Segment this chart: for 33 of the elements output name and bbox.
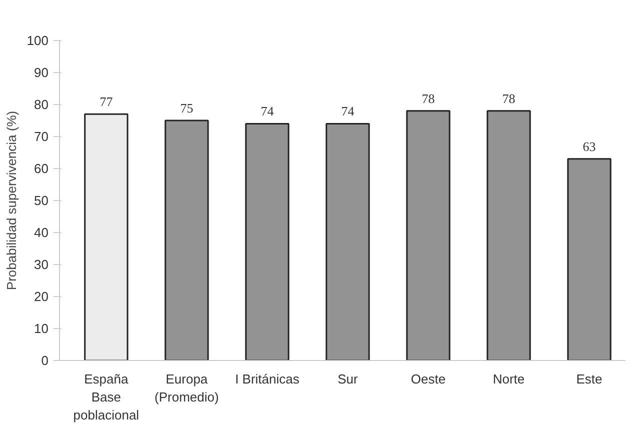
data-label: 77	[100, 94, 114, 110]
x-tick-label: Sur	[338, 372, 359, 386]
x-tick-label: Este	[576, 372, 602, 386]
y-tick-label: 0	[41, 353, 49, 368]
bar	[567, 158, 612, 360]
x-tick-label: Norte	[492, 372, 525, 386]
data-label: 74	[341, 104, 355, 119]
y-tick-label: 80	[34, 97, 49, 112]
y-axis-title: Probabilidad supervivencia (%)	[4, 110, 19, 290]
data-label: 75	[180, 100, 194, 116]
x-tick-label: Europa (Promedio)	[154, 372, 219, 404]
y-tick-label: 90	[34, 65, 49, 80]
x-tick-label: Oeste	[410, 372, 446, 386]
data-label: 78	[502, 90, 516, 106]
data-label: 78	[422, 90, 435, 106]
y-tick-label: 70	[34, 129, 49, 144]
bar	[84, 113, 128, 360]
y-tick-label: 100	[26, 33, 49, 48]
bar	[245, 122, 290, 360]
bar	[326, 122, 370, 360]
x-tick-label: España Base poblacional	[73, 372, 140, 422]
x-tick-label: I Británicas	[235, 372, 300, 386]
data-label: 74	[260, 104, 274, 119]
y-tick-label: 20	[34, 289, 49, 304]
bar	[164, 120, 209, 360]
y-tick-label: 30	[34, 257, 49, 272]
data-label: 63	[582, 138, 596, 154]
y-tick-label: 40	[34, 225, 49, 240]
y-tick-label: 10	[34, 321, 49, 336]
y-tick-label: 50	[34, 193, 49, 208]
bar	[406, 110, 450, 360]
y-tick-label: 60	[34, 161, 49, 176]
bar	[486, 110, 531, 360]
